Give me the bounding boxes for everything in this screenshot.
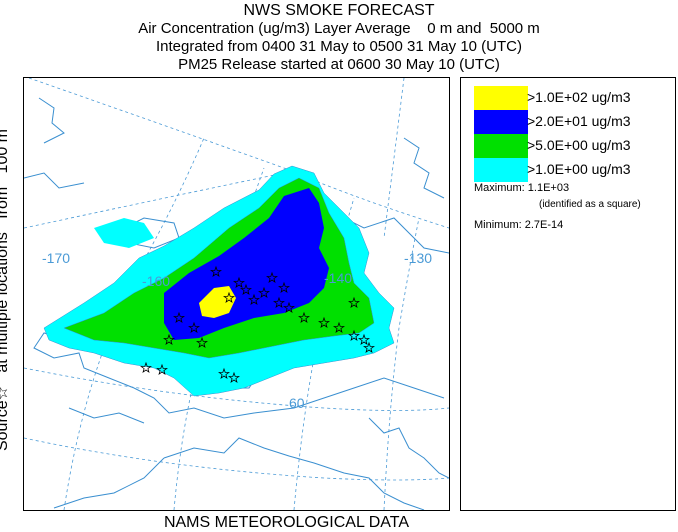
legend-label: >1.0E+00 ug/m3 bbox=[527, 161, 631, 177]
lon-label-130: -130 bbox=[404, 250, 432, 266]
footer-meteorological-data: NAMS METEOROLOGICAL DATA bbox=[163, 514, 410, 531]
legend-item: >1.0E+02 ug/m3 bbox=[474, 86, 664, 110]
map-title: NWS SMOKE FORECAST bbox=[243, 2, 435, 19]
maximum-note: (identified as a square) bbox=[539, 199, 641, 210]
legend-panel: >1.0E+02 ug/m3 >2.0E+01 ug/m3 >5.0E+00 u… bbox=[460, 77, 676, 511]
source-star-icon bbox=[283, 301, 295, 313]
legend-item: >5.0E+00 ug/m3 bbox=[474, 134, 664, 158]
release-start: PM25 Release started at 0600 30 May 10 (… bbox=[178, 56, 500, 73]
source-star-icon bbox=[173, 311, 185, 323]
source-star-icon bbox=[363, 341, 375, 353]
source-star-icon bbox=[273, 296, 285, 308]
legend-swatch bbox=[474, 86, 528, 110]
lon-label-170: -170 bbox=[42, 250, 70, 266]
source-star-icon bbox=[318, 316, 330, 328]
source-star-icon bbox=[196, 336, 208, 348]
source-star-icon bbox=[163, 333, 175, 345]
source-star-icon bbox=[210, 265, 222, 277]
legend-label: >5.0E+00 ug/m3 bbox=[527, 137, 631, 153]
legend-label: >2.0E+01 ug/m3 bbox=[527, 113, 631, 129]
source-star-icon bbox=[248, 293, 260, 305]
source-star-icon bbox=[348, 296, 360, 308]
plume-cyan-south bbox=[214, 356, 269, 383]
source-star-icon bbox=[140, 361, 152, 373]
legend-swatch bbox=[474, 158, 528, 182]
source-star-icon bbox=[258, 286, 270, 298]
source-star-icon bbox=[156, 363, 168, 375]
legend-label: >1.0E+02 ug/m3 bbox=[527, 89, 631, 105]
lat-label-60: 60 bbox=[289, 395, 305, 411]
source-star-icon bbox=[348, 329, 360, 341]
source-star-icon bbox=[298, 311, 310, 323]
source-star-icon bbox=[240, 283, 252, 295]
source-star-icon bbox=[266, 271, 278, 283]
source-star-icon bbox=[228, 371, 240, 383]
source-star-icon bbox=[358, 333, 370, 345]
concentration-subtitle: Air Concentration (ug/m3) Layer Average … bbox=[138, 20, 540, 37]
legend-swatch bbox=[474, 110, 528, 134]
integration-period: Integrated from 0400 31 May to 0500 31 M… bbox=[155, 38, 523, 55]
legend-swatch bbox=[474, 134, 528, 158]
source-star-icon bbox=[278, 281, 290, 293]
legend-item: >2.0E+01 ug/m3 bbox=[474, 110, 664, 134]
plume-yellow bbox=[199, 286, 236, 318]
source-star-icon bbox=[333, 321, 345, 333]
source-star-icon bbox=[218, 367, 230, 379]
source-star-icon bbox=[233, 276, 245, 288]
source-star-icon bbox=[188, 321, 200, 333]
source-side-label: Source☆ at multiple locations from 100 m bbox=[0, 129, 11, 452]
lon-label-140: -140 bbox=[324, 270, 352, 286]
source-stars bbox=[140, 265, 375, 383]
smoke-map: -170 -160 -140 -130 60 bbox=[24, 78, 449, 510]
maximum-value: Maximum: 1.1E+03 bbox=[474, 182, 570, 194]
plume-cyan-west bbox=[94, 218, 154, 248]
source-star-icon bbox=[223, 291, 235, 303]
lon-label-160: -160 bbox=[142, 273, 170, 289]
legend-item: >1.0E+00 ug/m3 bbox=[474, 158, 664, 182]
minimum-value: Minimum: 2.7E-14 bbox=[474, 219, 564, 231]
map-panel: -170 -160 -140 -130 60 bbox=[23, 77, 450, 511]
